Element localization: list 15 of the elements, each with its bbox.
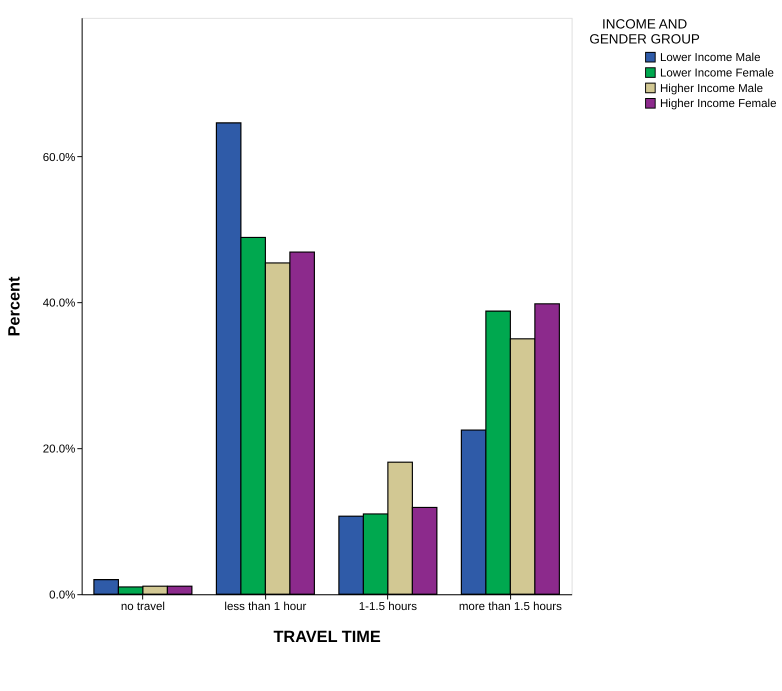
x-tick-label: 1-1.5 hours [358, 601, 418, 614]
x-tick-label: no travel [120, 601, 165, 614]
x-axis-title: TRAVEL TIME [273, 628, 381, 646]
y-tick-label: 20.0% [42, 444, 76, 456]
y-tick-label: 0.0% [49, 590, 76, 602]
x-tick-label: less than 1 hour [224, 601, 307, 614]
legend-label: Lower Income Female [660, 67, 774, 80]
legend-title: INCOME AND GENDER GROUP [589, 16, 700, 47]
legend-label: Higher Income Male [660, 82, 764, 95]
y-axis-title: Percent [6, 276, 24, 336]
y-tick-label: 40.0% [42, 298, 76, 310]
y-tick-label: 60.0% [42, 152, 76, 164]
x-tick-label: more than 1.5 hours [458, 601, 562, 614]
legend-label: Higher Income Female [660, 98, 776, 110]
legend-label: Lower Income Male [660, 52, 760, 64]
